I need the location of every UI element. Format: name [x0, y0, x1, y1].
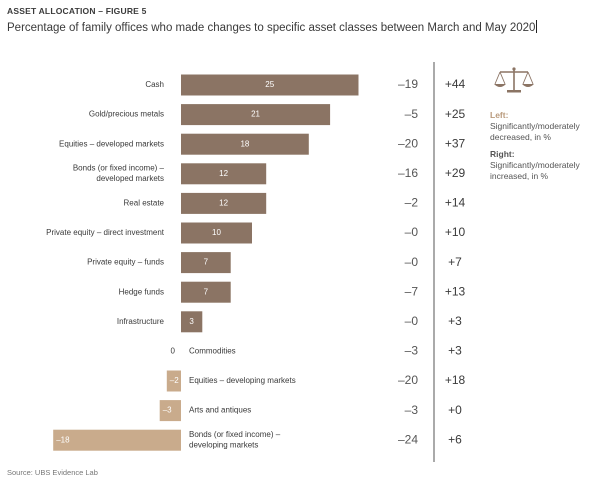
- bar-value-label: 3: [189, 317, 194, 326]
- category-label: Bonds (or fixed income) –: [189, 430, 281, 439]
- category-label: Gold/precious metals: [89, 110, 164, 119]
- legend-left-heading: Left:: [490, 110, 509, 120]
- bar: [181, 252, 231, 274]
- increased-value: +3: [448, 314, 462, 328]
- bar: [181, 104, 331, 126]
- increased-value: +7: [448, 255, 462, 269]
- decreased-value: –24: [398, 432, 418, 446]
- bar: [159, 400, 181, 422]
- increased-value: +25: [445, 107, 466, 121]
- increased-value: +18: [445, 373, 466, 387]
- bar-value-label: 18: [240, 139, 249, 148]
- category-label: Equities – developed markets: [59, 139, 164, 148]
- chart-title-text: Percentage of family offices who made ch…: [7, 22, 536, 34]
- increased-value: +3: [448, 344, 462, 358]
- bar-value-label: –2: [170, 376, 179, 385]
- decreased-value: –0: [405, 314, 419, 328]
- increased-value: +44: [445, 77, 466, 91]
- category-label: Real estate: [124, 199, 165, 208]
- legend-right-heading: Right:: [490, 149, 515, 159]
- decreased-value: –16: [398, 166, 418, 180]
- balance-scale-icon: [494, 67, 534, 93]
- decreased-value: –19: [398, 77, 418, 91]
- decreased-value: –20: [398, 136, 418, 150]
- legend-right-text: Significantly/moderately increased, in %: [490, 160, 580, 181]
- bar: [53, 429, 182, 451]
- decreased-value: –3: [405, 403, 419, 417]
- decreased-value: –20: [398, 373, 418, 387]
- bar: [181, 192, 267, 214]
- legend: Left: Significantly/moderately decreased…: [490, 66, 598, 188]
- increased-value: +0: [448, 403, 462, 417]
- category-label: Equities – developing markets: [189, 376, 296, 385]
- bar: [166, 370, 181, 392]
- increased-value: +37: [445, 136, 466, 150]
- category-label: developing markets: [189, 441, 258, 450]
- bar: [181, 74, 359, 96]
- category-label: Commodities: [189, 347, 236, 356]
- bar-value-label: 7: [204, 287, 209, 296]
- increased-value: +13: [445, 284, 466, 298]
- decreased-value: –0: [405, 225, 419, 239]
- bar-value-label: 0: [171, 347, 176, 356]
- decreased-value: –7: [405, 284, 419, 298]
- decreased-value: –3: [405, 344, 419, 358]
- increased-value: +10: [445, 225, 466, 239]
- text-cursor: [536, 20, 538, 33]
- category-label: developed markets: [96, 174, 164, 183]
- bar-value-label: 21: [251, 110, 260, 119]
- bar: [181, 133, 309, 155]
- bar-value-label: 12: [219, 199, 228, 208]
- category-label: Private equity – funds: [87, 258, 164, 267]
- bar-value-label: 25: [265, 80, 274, 89]
- chart-title: Percentage of family offices who made ch…: [7, 20, 538, 34]
- figure-label: ASSET ALLOCATION – FIGURE 5: [7, 6, 147, 16]
- decreased-value: –2: [405, 196, 419, 210]
- category-label: Arts and antiques: [189, 406, 251, 415]
- legend-left-text: Significantly/moderately decreased, in %: [490, 121, 580, 142]
- bar-value-label: 10: [212, 228, 221, 237]
- bar-value-label: –3: [163, 406, 172, 415]
- decreased-value: –0: [405, 255, 419, 269]
- legend-right: Right: Significantly/moderately increase…: [490, 149, 598, 182]
- bar: [181, 281, 231, 303]
- increased-value: +14: [445, 196, 466, 210]
- source-note: Source: UBS Evidence Lab: [7, 468, 98, 477]
- bar: [181, 222, 252, 244]
- category-label: Infrastructure: [117, 317, 165, 326]
- bar-value-label: –18: [56, 435, 70, 444]
- decreased-value: –5: [405, 107, 419, 121]
- increased-value: +29: [445, 166, 466, 180]
- bar-value-label: 12: [219, 169, 228, 178]
- category-label: Private equity – direct investment: [46, 228, 165, 237]
- bar: [181, 163, 267, 185]
- category-label: Hedge funds: [119, 287, 164, 296]
- bar-value-label: 7: [204, 258, 209, 267]
- legend-left: Left: Significantly/moderately decreased…: [490, 110, 598, 143]
- category-label: Bonds (or fixed income) –: [73, 164, 165, 173]
- bar: [181, 311, 203, 333]
- increased-value: +6: [448, 432, 462, 446]
- category-label: Cash: [145, 80, 164, 89]
